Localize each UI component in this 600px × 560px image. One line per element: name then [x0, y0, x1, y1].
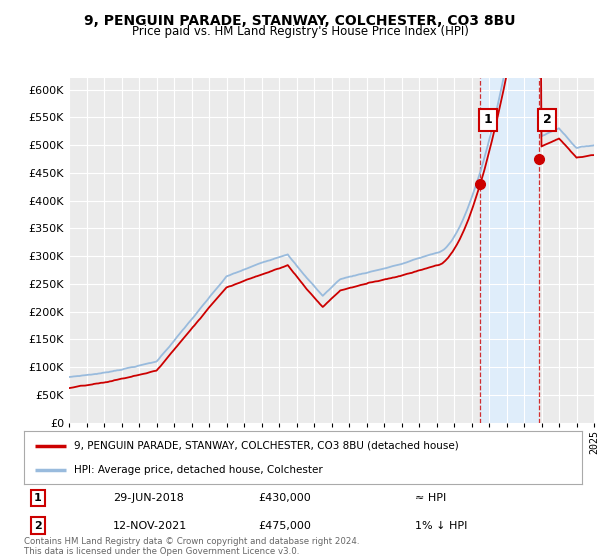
- Text: 1% ↓ HPI: 1% ↓ HPI: [415, 521, 467, 531]
- Text: £430,000: £430,000: [259, 493, 311, 503]
- Text: 9, PENGUIN PARADE, STANWAY, COLCHESTER, CO3 8BU (detached house): 9, PENGUIN PARADE, STANWAY, COLCHESTER, …: [74, 441, 459, 451]
- Text: ≈ HPI: ≈ HPI: [415, 493, 446, 503]
- Text: 1: 1: [484, 113, 493, 126]
- Text: £475,000: £475,000: [259, 521, 311, 531]
- Text: Price paid vs. HM Land Registry's House Price Index (HPI): Price paid vs. HM Land Registry's House …: [131, 25, 469, 38]
- Text: 9, PENGUIN PARADE, STANWAY, COLCHESTER, CO3 8BU: 9, PENGUIN PARADE, STANWAY, COLCHESTER, …: [84, 14, 516, 28]
- Text: Contains HM Land Registry data © Crown copyright and database right 2024.: Contains HM Land Registry data © Crown c…: [24, 538, 359, 547]
- Text: 29-JUN-2018: 29-JUN-2018: [113, 493, 184, 503]
- Text: HPI: Average price, detached house, Colchester: HPI: Average price, detached house, Colc…: [74, 465, 323, 475]
- Text: 2: 2: [34, 521, 42, 531]
- Bar: [480, 78, 539, 423]
- Text: 1: 1: [34, 493, 42, 503]
- Text: This data is licensed under the Open Government Licence v3.0.: This data is licensed under the Open Gov…: [24, 548, 299, 557]
- Text: 12-NOV-2021: 12-NOV-2021: [113, 521, 188, 531]
- Text: 2: 2: [543, 113, 551, 126]
